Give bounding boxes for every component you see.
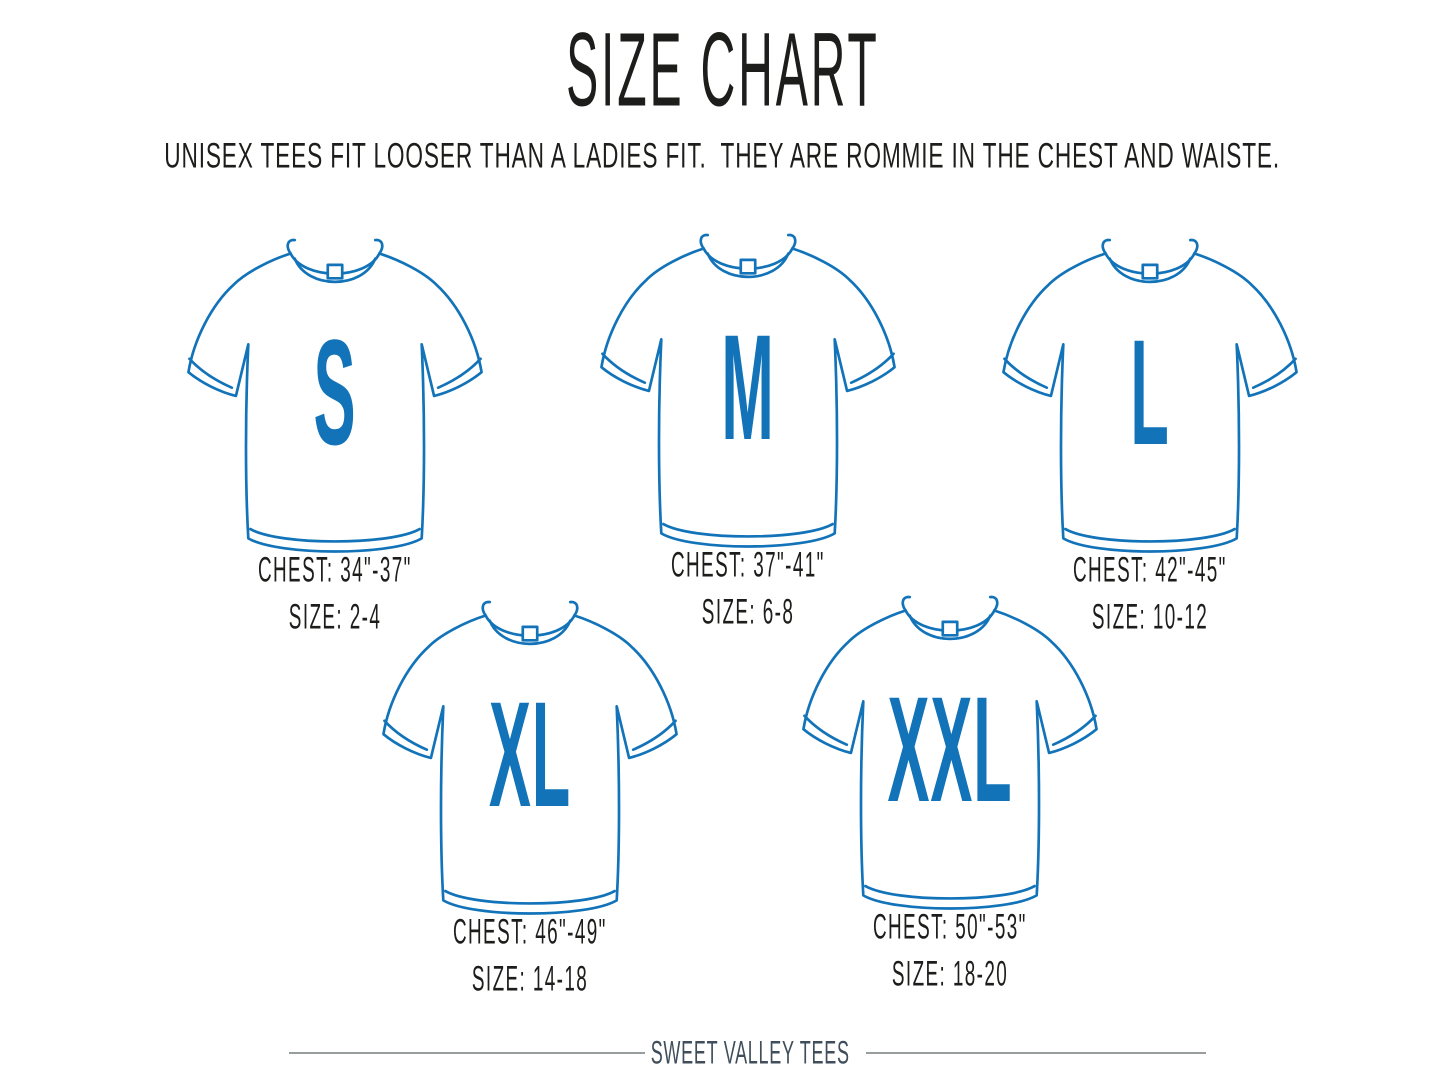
collar-right-curl [568, 600, 579, 617]
tshirt-illustration: M [593, 232, 903, 554]
header: SIZE CHART [0, 11, 1445, 128]
neck-tag [326, 263, 344, 280]
tshirt-illustration: XL [375, 599, 685, 921]
size-range-label: SIZE: 6-8 [682, 591, 814, 631]
collar-left-curl [699, 233, 710, 250]
collar-right-curl [1188, 238, 1199, 255]
left-cuff-line [188, 357, 234, 390]
footer-divider-left [289, 1052, 645, 1054]
tshirt-outline-icon [187, 238, 483, 553]
tshirt-body-outline [382, 614, 678, 915]
left-cuff-line [803, 714, 849, 747]
size-letter: XL [488, 669, 572, 838]
chest-measurement-label: CHEST: 37"-41" [638, 544, 858, 584]
tshirt-illustration: XXL [795, 594, 1105, 916]
left-cuff-line [1003, 357, 1049, 390]
tshirt-illustration: L [995, 237, 1305, 559]
size-card-s: S CHEST: 34"-37" SIZE: 2-4 [170, 237, 500, 636]
size-range-text: SIZE: 14-18 [471, 958, 589, 998]
chest-measurement-text: CHEST: 34"-37" [258, 549, 412, 589]
size-range-label: SIZE: 2-4 [269, 596, 401, 636]
chest-measurement-label: CHEST: 46"-49" [420, 911, 640, 951]
neck-tag [941, 620, 959, 637]
collar-inner-arc [293, 257, 377, 284]
size-range-text: SIZE: 2-4 [288, 596, 382, 636]
collar-right-curl [786, 233, 797, 250]
hem-inner-line [1064, 527, 1236, 543]
tshirt-outline-icon [1002, 238, 1298, 553]
chest-measurement-label: CHEST: 42"-45" [1040, 549, 1260, 589]
right-cuff-line [631, 719, 677, 752]
collar-right-curl [988, 595, 999, 612]
size-letter: L [1130, 307, 1170, 476]
tshirt-illustration: S [180, 237, 490, 559]
hem-inner-line [662, 522, 834, 538]
collar-inner-arc [706, 252, 790, 279]
tshirt-body-outline [1002, 252, 1298, 553]
tshirt-outline-icon [382, 600, 678, 915]
neck-tag [1141, 263, 1159, 280]
size-card-xxl: XXL CHEST: 50"-53" SIZE: 18-20 [785, 594, 1115, 993]
left-cuff-line [601, 352, 647, 385]
hem-inner-line [444, 889, 616, 905]
footer: SWEET VALLEY TEES [0, 1032, 1445, 1076]
collar-left-curl [1101, 238, 1112, 255]
tshirt-outline-icon [802, 595, 1098, 910]
collar-left-curl [901, 595, 912, 612]
brand-row: SWEET VALLEY TEES [600, 1032, 900, 1074]
right-cuff-line [1051, 714, 1097, 747]
right-cuff-line [1251, 357, 1297, 390]
size-card-l: L CHEST: 42"-45" SIZE: 10-12 [985, 237, 1315, 636]
collar-inner-arc [908, 614, 992, 641]
chest-measurement-text: CHEST: 46"-49" [453, 911, 607, 951]
chest-measurement-text: CHEST: 37"-41" [671, 544, 825, 584]
page-title: SIZE CHART [565, 10, 880, 128]
size-range-label: SIZE: 10-12 [1067, 596, 1233, 636]
chest-measurement-label: CHEST: 34"-37" [225, 549, 445, 589]
neck-tag [739, 258, 757, 275]
collar-inner-arc [488, 619, 572, 646]
hem-inner-line [249, 527, 421, 543]
right-cuff-line [849, 352, 895, 385]
left-cuff-line [383, 719, 429, 752]
size-letter: XXL [887, 664, 1013, 833]
neck-tag [521, 625, 539, 642]
size-range-text: SIZE: 18-20 [891, 953, 1009, 993]
tshirt-outline-icon [600, 233, 896, 548]
size-range-label: SIZE: 18-20 [867, 953, 1033, 993]
footer-divider-right [866, 1052, 1206, 1054]
size-card-xl: XL CHEST: 46"-49" SIZE: 14-18 [365, 599, 695, 998]
collar-inner-arc [1108, 257, 1192, 284]
subheader: UNISEX TEES FIT LOOSER THAN A LADIES FIT… [0, 128, 1445, 184]
hem-inner-line [864, 884, 1036, 900]
chest-measurement-label: CHEST: 50"-53" [840, 906, 1060, 946]
size-letter: M [721, 302, 775, 471]
page-subtitle: UNISEX TEES FIT LOOSER THAN A LADIES FIT… [164, 135, 1281, 176]
collar-left-curl [286, 238, 297, 255]
size-card-m: M CHEST: 37"-41" SIZE: 6-8 [583, 232, 913, 631]
right-cuff-line [436, 357, 482, 390]
tshirt-body-outline [187, 252, 483, 553]
size-range-text: SIZE: 6-8 [701, 591, 795, 631]
chest-measurement-text: CHEST: 42"-45" [1073, 549, 1227, 589]
collar-left-curl [481, 600, 492, 617]
collar-right-curl [373, 238, 384, 255]
chest-measurement-text: CHEST: 50"-53" [873, 906, 1027, 946]
size-range-label: SIZE: 14-18 [447, 958, 613, 998]
brand-name: SWEET VALLEY TEES [650, 1034, 850, 1071]
tshirt-body-outline [600, 247, 896, 548]
tshirt-body-outline [802, 609, 1098, 910]
size-letter: S [313, 307, 357, 476]
size-range-text: SIZE: 10-12 [1091, 596, 1209, 636]
